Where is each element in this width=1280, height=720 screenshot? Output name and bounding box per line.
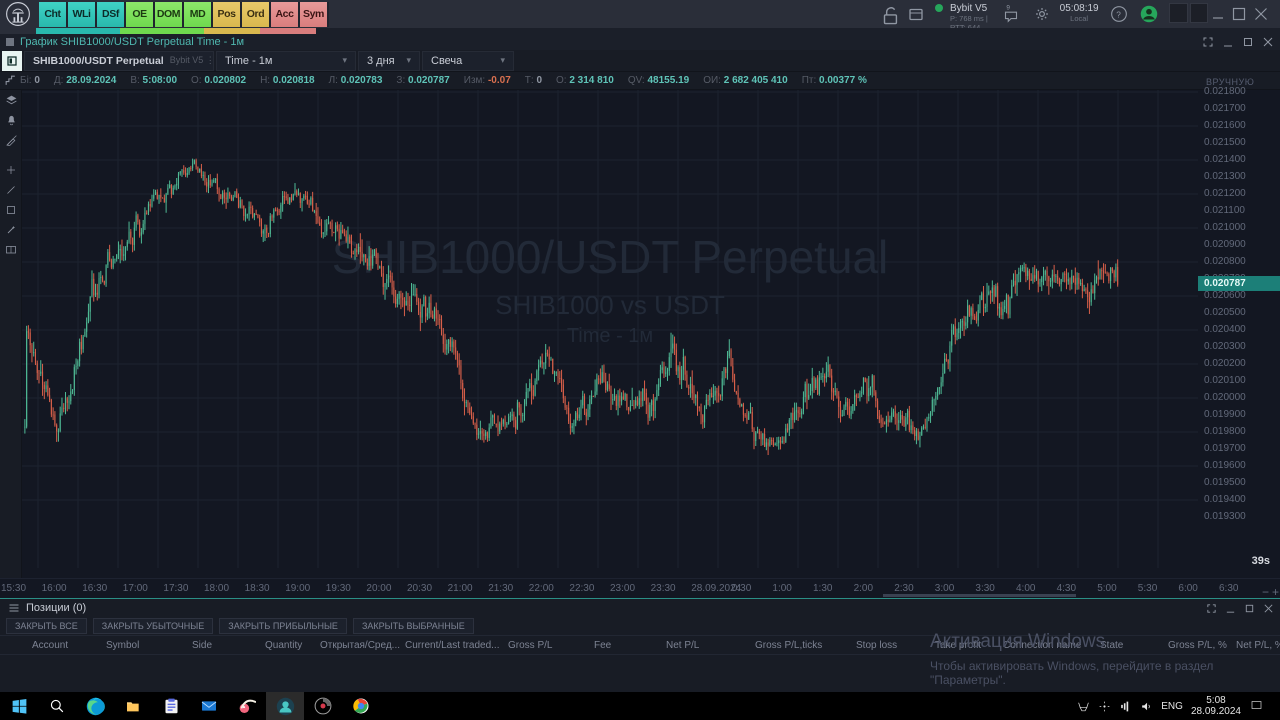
svg-text:9: 9 [1007, 4, 1011, 11]
svg-text:?: ? [1116, 11, 1121, 20]
